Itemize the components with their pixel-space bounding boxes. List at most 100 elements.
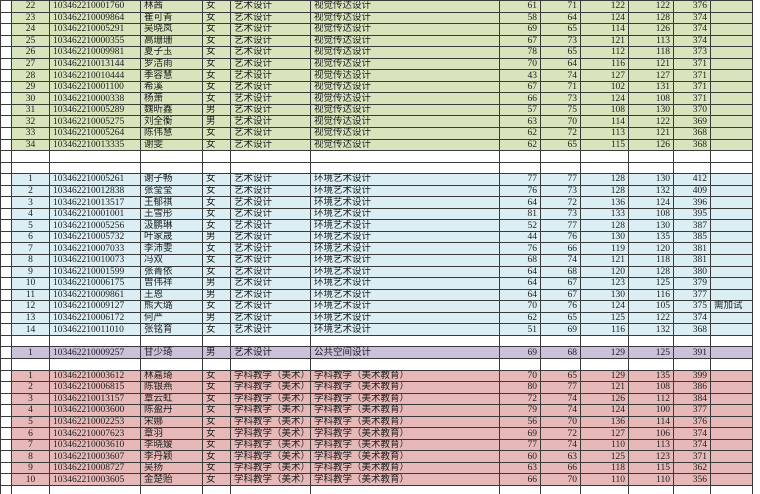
- cell-id[interactable]: 103462210009127: [49, 300, 141, 313]
- cell-s2[interactable]: [540, 334, 581, 348]
- cell-gender[interactable]: 女: [202, 392, 231, 406]
- cell-s2[interactable]: 70: [540, 473, 581, 486]
- cell-a[interactable]: [0, 323, 12, 336]
- cell-no[interactable]: 6: [11, 230, 50, 244]
- cell-major[interactable]: 艺术设计: [230, 184, 311, 198]
- cell-name[interactable]: [140, 161, 203, 175]
- cell-id[interactable]: 103462210005291: [49, 23, 141, 36]
- cell-s2[interactable]: 77: [540, 219, 581, 232]
- cell-dir[interactable]: [310, 150, 500, 163]
- cell-a[interactable]: [0, 0, 12, 13]
- cell-total[interactable]: 374: [673, 11, 711, 25]
- cell-s3[interactable]: 125: [580, 311, 629, 325]
- cell-id[interactable]: 103462210009864: [49, 11, 141, 25]
- cell-dir[interactable]: 环境艺术设计: [310, 300, 500, 313]
- cell-a[interactable]: [0, 288, 12, 302]
- cell-major[interactable]: 艺术设计: [230, 57, 311, 71]
- cell-s1[interactable]: 64: [499, 265, 541, 279]
- cell-id[interactable]: 103462210003610: [49, 438, 141, 452]
- cell-s4[interactable]: [628, 150, 674, 163]
- cell-s3[interactable]: 128: [580, 173, 629, 186]
- cell-s1[interactable]: 76: [499, 184, 541, 198]
- cell-total[interactable]: 381: [673, 242, 711, 256]
- cell-s2[interactable]: 68: [540, 346, 581, 359]
- cell-s1[interactable]: 62: [499, 311, 541, 325]
- cell-s1[interactable]: 69: [499, 23, 541, 36]
- cell-s4[interactable]: 110: [628, 473, 674, 486]
- cell-name[interactable]: 吴晓岚: [140, 23, 203, 36]
- cell-no[interactable]: 28: [11, 69, 50, 82]
- cell-s2[interactable]: 67: [540, 277, 581, 290]
- cell-id[interactable]: 103462210003607: [49, 450, 141, 463]
- cell-a[interactable]: [0, 207, 12, 221]
- cell-total[interactable]: [673, 150, 711, 163]
- cell-s4[interactable]: 106: [628, 427, 674, 440]
- cell-s3[interactable]: 123: [580, 277, 629, 290]
- cell-a[interactable]: [0, 254, 12, 267]
- cell-a[interactable]: [0, 473, 12, 486]
- cell-s4[interactable]: 115: [628, 461, 674, 475]
- cell-name[interactable]: 林茜: [140, 0, 203, 13]
- cell-dir[interactable]: 环境艺术设计: [310, 230, 500, 244]
- cell-no[interactable]: 30: [11, 92, 50, 105]
- cell-no[interactable]: 2: [11, 381, 50, 394]
- cell-major[interactable]: 学科教学（美术）: [230, 450, 311, 463]
- cell-a[interactable]: [0, 381, 12, 394]
- cell-no[interactable]: [11, 334, 50, 348]
- cell-gender[interactable]: 女: [202, 23, 231, 36]
- cell-id[interactable]: 103462210007033: [49, 242, 141, 256]
- cell-name[interactable]: 陈伟慧: [140, 127, 203, 140]
- cell-no[interactable]: 3: [11, 392, 50, 406]
- cell-total[interactable]: 373: [673, 46, 711, 59]
- cell-remark[interactable]: [710, 265, 753, 279]
- cell-no[interactable]: 7: [11, 438, 50, 452]
- cell-total[interactable]: 374: [673, 23, 711, 36]
- cell-s3[interactable]: 129: [580, 346, 629, 359]
- cell-s1[interactable]: 56: [499, 415, 541, 429]
- cell-total[interactable]: 395: [673, 207, 711, 221]
- cell-s4[interactable]: 126: [628, 23, 674, 36]
- cell-name[interactable]: 叶家晟: [140, 230, 203, 244]
- cell-s3[interactable]: [580, 334, 629, 348]
- cell-id[interactable]: [49, 161, 141, 175]
- cell-s3[interactable]: [580, 161, 629, 175]
- cell-remark[interactable]: [710, 392, 753, 406]
- cell-no[interactable]: 4: [11, 404, 50, 417]
- cell-gender[interactable]: 男: [202, 311, 231, 325]
- cell-s2[interactable]: 72: [540, 196, 581, 209]
- cell-s1[interactable]: 70: [499, 300, 541, 313]
- cell-dir[interactable]: 学科教学（美术教育）: [310, 381, 500, 394]
- cell-total[interactable]: 371: [673, 80, 711, 94]
- cell-s1[interactable]: 66: [499, 92, 541, 105]
- cell-s3[interactable]: [580, 150, 629, 163]
- cell-s1[interactable]: [499, 150, 541, 163]
- cell-no[interactable]: 22: [11, 0, 50, 13]
- cell-a[interactable]: [0, 369, 12, 383]
- cell-major[interactable]: 学科教学（美术）: [230, 404, 311, 417]
- cell-s2[interactable]: 65: [540, 23, 581, 36]
- cell-total[interactable]: 369: [673, 115, 711, 128]
- cell-remark[interactable]: [710, 138, 753, 152]
- cell-remark[interactable]: [710, 334, 753, 348]
- cell-s3[interactable]: 124: [580, 300, 629, 313]
- cell-gender[interactable]: 女: [202, 69, 231, 82]
- cell-name[interactable]: 金楚贻: [140, 473, 203, 486]
- cell-dir[interactable]: 学科教学（美术教育）: [310, 461, 500, 475]
- cell-s2[interactable]: 77: [540, 381, 581, 394]
- cell-gender[interactable]: 女: [202, 415, 231, 429]
- cell-remark[interactable]: [710, 438, 753, 452]
- cell-s1[interactable]: [499, 334, 541, 348]
- cell-s1[interactable]: 51: [499, 323, 541, 336]
- cell-s3[interactable]: 124: [580, 404, 629, 417]
- cell-dir[interactable]: 环境艺术设计: [310, 242, 500, 256]
- cell-remark[interactable]: [710, 242, 753, 256]
- cell-s3[interactable]: 114: [580, 23, 629, 36]
- cell-major[interactable]: [230, 150, 311, 163]
- cell-remark[interactable]: [710, 369, 753, 383]
- cell-major[interactable]: 艺术设计: [230, 230, 311, 244]
- cell-s2[interactable]: 64: [540, 11, 581, 25]
- cell-id[interactable]: 103462210001760: [49, 0, 141, 13]
- cell-s4[interactable]: [628, 357, 674, 371]
- cell-remark[interactable]: [710, 473, 753, 486]
- cell-s3[interactable]: 127: [580, 69, 629, 82]
